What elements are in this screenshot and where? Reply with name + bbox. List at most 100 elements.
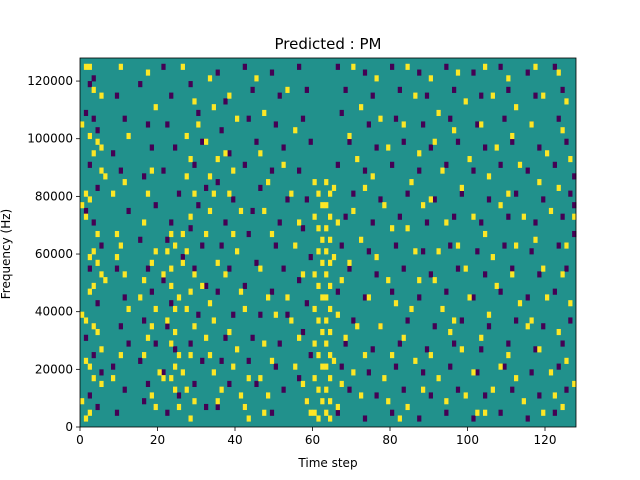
heatmap-cell-high: [483, 63, 488, 70]
heatmap-cell-high: [83, 190, 89, 197]
heatmap-cell-high: [258, 265, 263, 272]
heatmap-cell-low: [250, 207, 255, 215]
heatmap-cell-low: [83, 109, 89, 117]
heatmap-cell-high: [351, 207, 356, 215]
x-axis-label: Time step: [297, 456, 357, 470]
heatmap-cell-high: [200, 282, 205, 289]
heatmap-cell-high: [192, 398, 197, 405]
heatmap-cell-low: [498, 63, 503, 70]
heatmap-cell-high: [176, 352, 182, 359]
heatmap-cell-high: [173, 328, 178, 336]
heatmap-cell-low: [444, 288, 449, 295]
heatmap-cell-high: [165, 317, 170, 324]
heatmap-cell-high: [293, 363, 298, 370]
heatmap-cell-low: [514, 317, 519, 324]
heatmap-cell-high: [440, 305, 445, 313]
heatmap-cell-high: [165, 248, 170, 255]
heatmap-cell-high: [169, 375, 174, 382]
heatmap-cell-low: [475, 248, 480, 255]
heatmap-cell-low: [432, 196, 437, 203]
heatmap-cell-low: [149, 144, 154, 151]
heatmap-cell-low: [200, 138, 205, 145]
heatmap-cell-high: [316, 415, 321, 422]
heatmap-cell-high: [316, 190, 321, 197]
heatmap-cell-high: [386, 144, 391, 151]
heatmap-cell-high: [444, 219, 449, 226]
heatmap-cell-high: [545, 150, 550, 157]
heatmap-cell-high: [459, 346, 464, 353]
heatmap-cell-high: [572, 213, 577, 220]
heatmap-cell-high: [149, 167, 154, 174]
heatmap-cell-low: [479, 219, 484, 226]
heatmap-cell-low: [173, 144, 178, 151]
heatmap-cell-high: [188, 288, 193, 295]
heatmap-cell-high: [324, 386, 329, 393]
heatmap-cell-high: [471, 213, 476, 220]
heatmap-cell-low: [537, 392, 542, 399]
heatmap-cell-high: [362, 352, 368, 359]
heatmap-cell-low: [169, 92, 174, 99]
heatmap-cell-low: [339, 363, 344, 370]
heatmap-cell-low: [424, 219, 430, 226]
heatmap-cell-low: [91, 115, 96, 122]
heatmap-cell-high: [188, 352, 193, 359]
heatmap-cell-low: [393, 363, 399, 370]
heatmap-cell-low: [525, 69, 530, 76]
y-tick-label: 100000: [27, 132, 73, 146]
heatmap-cell-high: [188, 156, 193, 163]
heatmap-cell-high: [568, 156, 573, 163]
heatmap-cell-high: [266, 179, 271, 186]
heatmap-cell-low: [250, 334, 255, 341]
heatmap-cell-high: [184, 132, 189, 140]
heatmap-cell-high: [211, 317, 216, 324]
heatmap-cell-high: [211, 369, 216, 376]
heatmap-cell-low: [424, 346, 430, 353]
heatmap-cell-high: [564, 98, 569, 105]
heatmap-cell-high: [328, 305, 333, 313]
heatmap-cell-low: [502, 115, 507, 122]
heatmap-cell-high: [184, 386, 189, 393]
y-tick-label: 40000: [35, 305, 73, 319]
heatmap-cell-high: [219, 386, 224, 393]
heatmap-cell-high: [324, 340, 329, 347]
heatmap-cell-high: [91, 150, 96, 157]
heatmap-cell-low: [126, 340, 131, 347]
heatmap-cell-high: [142, 277, 147, 284]
heatmap-cell-high: [83, 357, 89, 364]
heatmap-cell-low: [510, 386, 515, 393]
heatmap-cell-low: [192, 265, 197, 272]
heatmap-cell-high: [568, 300, 573, 307]
heatmap-cell-high: [80, 121, 85, 128]
heatmap-cell-low: [215, 288, 220, 295]
heatmap-cell-high: [529, 317, 534, 324]
heatmap-cell-high: [118, 352, 123, 359]
heatmap-cell-low: [223, 219, 228, 226]
heatmap-cell-low: [483, 392, 488, 399]
heatmap-cell-high: [242, 305, 247, 313]
heatmap-cell-high: [479, 121, 484, 128]
heatmap-cell-low: [215, 179, 220, 186]
heatmap-cell-high: [312, 340, 317, 347]
heatmap-cell-low: [188, 225, 193, 232]
heatmap-cell-high: [273, 311, 278, 318]
heatmap-cell-low: [95, 184, 100, 191]
heatmap-cell-high: [192, 271, 197, 278]
heatmap-cell-low: [308, 352, 313, 359]
heatmap-cell-high: [169, 230, 174, 238]
heatmap-cell-low: [161, 369, 166, 376]
heatmap-cell-low: [192, 161, 197, 168]
heatmap-cell-low: [142, 317, 147, 324]
heatmap-cell-high: [122, 271, 127, 278]
heatmap-cell-high: [436, 248, 441, 255]
heatmap-cell-low: [118, 167, 123, 174]
heatmap-cell-high: [145, 190, 151, 197]
heatmap-cell-low: [343, 340, 348, 347]
heatmap-cell-low: [204, 184, 209, 191]
heatmap-cell-high: [490, 254, 495, 261]
heatmap-cell-low: [552, 161, 557, 168]
heatmap-cell-low: [471, 415, 476, 422]
heatmap-cell-low: [165, 236, 170, 243]
heatmap-cell-low: [91, 219, 96, 226]
heatmap-cell-low: [277, 92, 282, 99]
heatmap-cell-high: [180, 63, 185, 70]
